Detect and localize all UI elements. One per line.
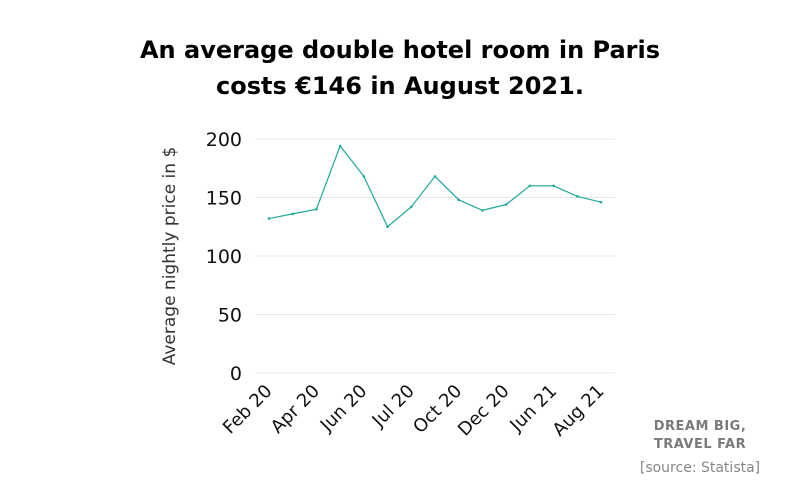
y-tick-label: 50 [218,305,242,327]
title-line-2: costs €146 in August 2021. [216,72,584,100]
data-point [291,212,295,216]
data-point [386,225,389,229]
brand-logo: DREAM BIG, TRAVEL FAR [640,418,760,454]
data-point [504,203,508,206]
y-tick-label: 100 [206,246,242,268]
data-point [362,175,366,178]
chart-title: An average double hotel room in Paris co… [0,32,800,104]
x-tick-label: Aug 21 [549,381,609,441]
data-point [528,184,532,188]
data-point [575,195,579,198]
data-point [409,205,413,209]
data-point [599,200,603,204]
y-tick-label: 200 [206,129,242,151]
data-point [457,198,461,202]
x-tick-label: Jun 20 [316,381,372,437]
title-line-1: An average double hotel room in Paris [139,36,660,64]
data-point [267,217,271,220]
x-tick-label: Dec 20 [454,381,514,441]
x-tick-label: Apr 20 [267,381,324,438]
source-note: [source: Statista] [639,460,761,476]
data-point [315,207,318,211]
data-point [433,175,437,178]
data-point [338,144,342,148]
y-tick-label: 0 [230,363,242,385]
y-axis-label: Average nightly price in $ [160,147,180,366]
brand-line-2: TRAVEL FAR [653,437,747,452]
brand-line-1: DREAM BIG, [653,419,747,434]
data-point [552,184,555,188]
y-tick-label: 150 [206,188,242,210]
series-line [268,144,602,228]
data-point [481,209,484,212]
x-tick-label: Feb 20 [219,381,277,439]
